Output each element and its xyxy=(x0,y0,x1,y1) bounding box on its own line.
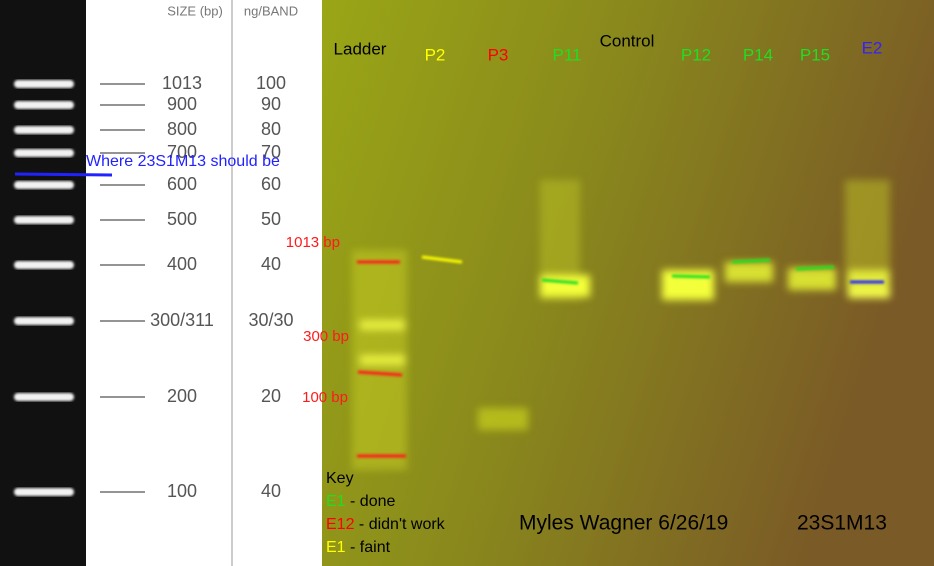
size-label: 500 xyxy=(167,209,197,229)
marker-label: 300 bp xyxy=(303,328,349,345)
marker-label: 100 bp xyxy=(302,389,348,406)
key-item: E1 - done xyxy=(326,493,395,510)
ng-label: 40 xyxy=(261,254,281,274)
key-code: E1 xyxy=(326,539,346,556)
size-label: 800 xyxy=(167,119,197,139)
size-label: 400 xyxy=(167,254,197,274)
target-line xyxy=(14,172,113,177)
ladder-band xyxy=(14,393,74,401)
marker-label: 1013 bp xyxy=(286,234,340,251)
author: Myles Wagner 6/26/19 xyxy=(519,512,728,535)
ng-header: ng/BAND xyxy=(244,3,298,18)
ng-label: 90 xyxy=(261,94,281,114)
size-label: 600 xyxy=(167,174,197,194)
key-code: E12 xyxy=(326,516,355,533)
lane-label: Control xyxy=(600,31,655,50)
key-text: - done xyxy=(346,493,396,510)
size-label: 100 xyxy=(167,481,197,501)
size-label: 700 xyxy=(167,142,197,162)
gel-image xyxy=(322,0,934,566)
annotation-lines xyxy=(357,255,884,458)
ng-label: 30/30 xyxy=(248,310,293,330)
lane-label: Ladder xyxy=(334,39,387,58)
ng-label: 50 xyxy=(261,209,281,229)
size-label: 900 xyxy=(167,94,197,114)
ladder-band xyxy=(14,181,74,189)
size-label: 1013 xyxy=(162,73,202,93)
ladder-band xyxy=(14,216,74,224)
key-text: - faint xyxy=(346,539,391,556)
sample-id: 23S1M13 xyxy=(797,512,887,535)
ng-label: 20 xyxy=(261,386,281,406)
key-item: E12 - didn't work xyxy=(326,516,446,533)
ladder-band xyxy=(14,149,74,157)
lane-label: E2 xyxy=(862,38,883,57)
ladder-strip xyxy=(0,0,86,566)
ladder-band xyxy=(14,261,74,269)
ladder-band xyxy=(14,126,74,134)
ladder-band xyxy=(14,101,74,109)
key-item: E1 - faint xyxy=(326,539,391,556)
size-label: 300/311 xyxy=(150,310,214,330)
ladder-band xyxy=(14,488,74,496)
size-label: 200 xyxy=(167,386,197,406)
lane-label: P11 xyxy=(553,45,582,64)
key-text: - didn't work xyxy=(354,516,445,533)
ng-label: 80 xyxy=(261,119,281,139)
lane-label: P12 xyxy=(681,45,711,64)
ladder-band xyxy=(14,80,74,88)
lane-label: P3 xyxy=(488,45,509,64)
lane-label: P15 xyxy=(800,45,830,64)
ng-label: 70 xyxy=(261,142,281,162)
lane-label: P2 xyxy=(425,45,446,64)
target-note: Where 23S1M13 should be xyxy=(86,153,280,170)
ng-label: 60 xyxy=(261,174,281,194)
ladder-band xyxy=(14,317,74,325)
size-header: SIZE (bp) xyxy=(167,3,223,18)
ng-label: 100 xyxy=(256,73,286,93)
key-title: Key xyxy=(326,470,354,487)
ng-label: 40 xyxy=(261,481,281,501)
gel-bands xyxy=(352,180,890,470)
lane-label: P14 xyxy=(743,45,773,64)
key-code: E1 xyxy=(326,493,346,510)
